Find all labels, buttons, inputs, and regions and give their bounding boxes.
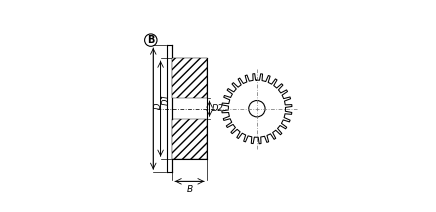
Polygon shape [172,58,207,98]
Text: D: D [154,102,163,109]
Text: D2: D2 [212,104,224,113]
Polygon shape [172,119,207,159]
Text: B: B [147,35,154,45]
Text: B: B [187,185,193,194]
Text: D1: D1 [161,93,170,105]
